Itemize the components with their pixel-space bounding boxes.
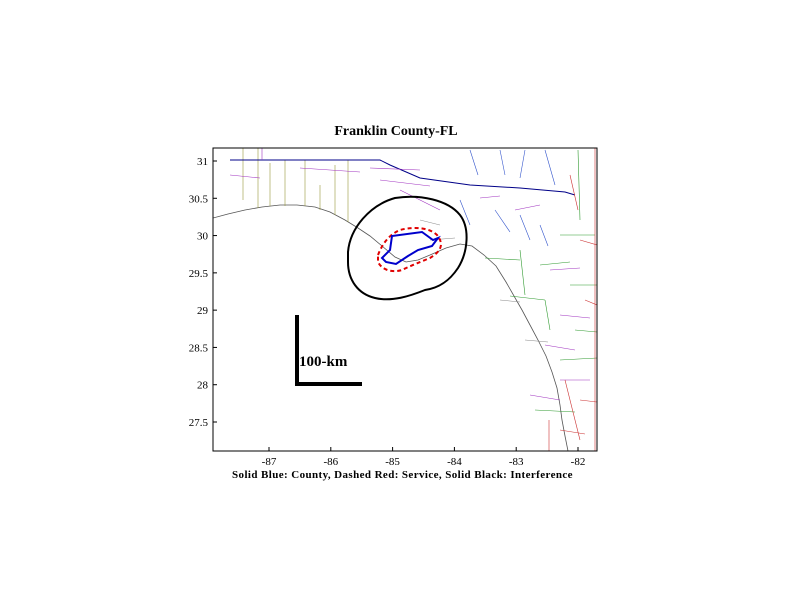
basemap	[213, 148, 597, 451]
state-line	[230, 159, 576, 196]
coastline	[213, 204, 569, 451]
map-title: Franklin County-FL	[334, 124, 458, 139]
interference-contour	[347, 195, 468, 301]
y-tick-label: 28	[197, 380, 209, 392]
x-tick-label: -84	[447, 456, 462, 468]
y-tick-label: 31	[197, 156, 208, 168]
county-lines-west	[242, 148, 349, 222]
x-tick-label: -87	[262, 456, 277, 468]
y-tick-label: 30	[197, 231, 209, 243]
y-tick-label: 29.5	[189, 268, 209, 280]
y-tick-label: 28.5	[189, 342, 209, 354]
legend-caption: Solid Blue: County, Dashed Red: Service,…	[232, 469, 573, 481]
x-tick-label: -83	[509, 456, 524, 468]
y-axis-ticks: 31 30.5 30 29.5 29 28.5 28 27.5	[189, 156, 217, 429]
county-boundary	[380, 230, 441, 266]
county-lines-blue	[459, 149, 556, 247]
x-axis-ticks: -87 -86 -85 -84 -83 -82	[262, 447, 586, 468]
y-tick-label: 29	[197, 305, 209, 317]
scale-bar: 100-km	[295, 315, 362, 386]
x-tick-label: -86	[323, 456, 338, 468]
service-contour	[377, 226, 442, 273]
county-lines-red	[548, 148, 597, 451]
scale-bar-label: 100-km	[299, 354, 348, 370]
county-lines-purple	[229, 148, 591, 401]
county-lines-gray	[419, 219, 549, 343]
y-tick-label: 30.5	[189, 193, 209, 205]
x-tick-label: -85	[385, 456, 400, 468]
plot-frame	[212, 147, 598, 452]
county-lines-green	[484, 149, 597, 413]
y-tick-label: 27.5	[189, 417, 209, 429]
x-tick-label: -82	[571, 456, 586, 468]
